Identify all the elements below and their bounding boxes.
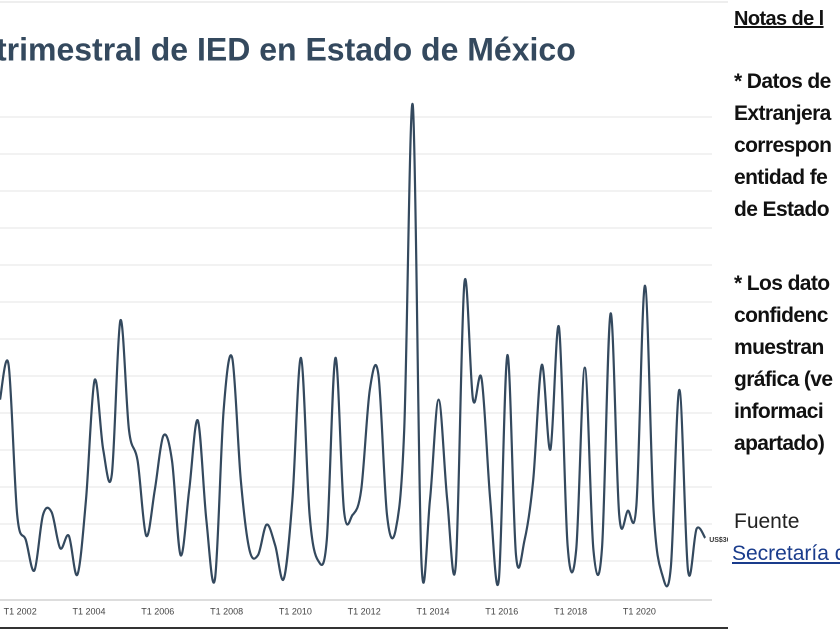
note-line: Extranjera: [734, 102, 831, 125]
x-tick-label: T1 2008: [210, 606, 243, 616]
chart: trimestral de IED en Estado de México T1…: [0, 1, 728, 629]
value-label: US$304M: [709, 537, 728, 544]
x-tick-label: T1 2016: [485, 606, 518, 616]
x-tick-label: T1 2018: [554, 606, 587, 616]
notes-heading: Notas de l: [734, 8, 824, 30]
source-label: Fuente: [734, 510, 800, 533]
note-line: confidenc: [734, 304, 828, 327]
note-line: informaci: [734, 400, 824, 423]
note-line: correspon: [734, 134, 832, 157]
note-line: de Estado: [734, 198, 830, 221]
x-tick-label: T1 2012: [348, 606, 381, 616]
data-line: [0, 102, 707, 588]
grid: [0, 116, 712, 562]
notes-panel: Notas de l * Datos de Extranjera correspon e…: [730, 0, 840, 630]
x-tick-label: T1 2014: [416, 606, 449, 616]
x-tick-label: T1 2010: [279, 606, 312, 616]
x-tick-label: T1 2002: [4, 606, 37, 616]
chart-title: trimestral de IED en Estado de México: [0, 31, 576, 67]
note-line: muestran: [734, 336, 824, 359]
source-link[interactable]: Secretaría d: [732, 542, 840, 565]
note-line: entidad fe: [734, 166, 828, 189]
note-line: gráfica (ve: [734, 368, 833, 391]
x-tick-label: T1 2006: [141, 606, 174, 616]
note-line: apartado): [734, 432, 825, 455]
note-line: * Datos de: [734, 70, 831, 93]
x-tick-label: T1 2020: [623, 606, 656, 616]
x-tick-label: T1 2004: [72, 606, 105, 616]
note-line: * Los dato: [734, 272, 830, 295]
